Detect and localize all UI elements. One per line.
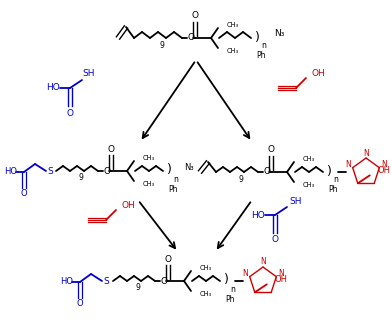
Text: OH: OH (122, 201, 136, 211)
Text: O: O (77, 300, 83, 308)
Text: O: O (272, 235, 278, 245)
Text: N: N (260, 257, 266, 267)
Text: OH: OH (378, 166, 391, 175)
Text: CH₃: CH₃ (143, 155, 155, 161)
Text: N: N (381, 160, 387, 169)
Text: HO: HO (4, 167, 17, 177)
Text: O: O (21, 190, 27, 198)
Text: S: S (47, 166, 53, 176)
Text: SH: SH (82, 70, 94, 78)
Text: OH: OH (275, 275, 288, 284)
Text: CH₃: CH₃ (303, 182, 315, 188)
Text: Ph: Ph (168, 184, 178, 194)
Text: 9: 9 (160, 41, 164, 49)
Text: O: O (107, 145, 114, 153)
Text: CH₃: CH₃ (227, 22, 239, 28)
Text: S: S (103, 277, 109, 285)
Text: n: n (261, 42, 267, 50)
Text: 9: 9 (135, 284, 140, 292)
Text: N: N (242, 269, 248, 278)
Text: CH₃: CH₃ (143, 181, 155, 187)
Text: n: n (334, 176, 338, 184)
Text: O: O (187, 33, 194, 43)
Text: O: O (103, 166, 111, 176)
Text: N: N (363, 148, 369, 158)
Text: ): ) (254, 30, 260, 43)
Text: O: O (160, 277, 167, 285)
Text: SH: SH (289, 197, 301, 205)
Text: OH: OH (312, 68, 326, 77)
Text: Ph: Ph (225, 295, 235, 303)
Text: n: n (230, 284, 236, 294)
Text: ): ) (327, 164, 332, 178)
Text: ): ) (167, 164, 171, 177)
Text: N₃: N₃ (184, 163, 194, 171)
Text: CH₃: CH₃ (227, 48, 239, 54)
Text: HO: HO (60, 278, 73, 286)
Text: O: O (165, 254, 171, 264)
Text: O: O (67, 109, 73, 117)
Text: CH₃: CH₃ (200, 265, 212, 271)
Text: N: N (278, 269, 284, 278)
Text: CH₃: CH₃ (200, 291, 212, 297)
Text: O: O (192, 11, 198, 21)
Text: HO: HO (46, 83, 60, 93)
Text: 9: 9 (238, 175, 243, 183)
Text: 9: 9 (78, 174, 83, 182)
Text: Ph: Ph (256, 51, 266, 60)
Text: CH₃: CH₃ (303, 156, 315, 162)
Text: O: O (267, 146, 274, 154)
Text: N₃: N₃ (274, 28, 284, 38)
Text: HO: HO (251, 211, 265, 219)
Text: ): ) (223, 273, 229, 286)
Text: N: N (345, 160, 350, 169)
Text: Ph: Ph (328, 185, 338, 195)
Text: O: O (263, 167, 270, 177)
Text: n: n (174, 175, 178, 183)
